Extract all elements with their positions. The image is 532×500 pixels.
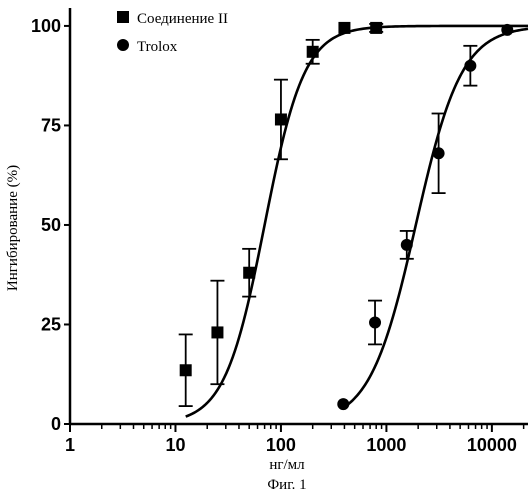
x-tick-label: 100 bbox=[266, 435, 296, 455]
fit-curve-series-1 bbox=[343, 29, 528, 408]
data-point-square bbox=[243, 267, 255, 279]
y-tick-label: 0 bbox=[51, 414, 61, 434]
tick-labels: 0 25 50 75 100 1 10 100 1000 10000 bbox=[31, 16, 517, 455]
legend: Соединение II Trolox bbox=[117, 11, 228, 55]
data-point-square bbox=[180, 364, 192, 376]
legend-circle-marker bbox=[117, 39, 129, 51]
x-tick-label: 10 bbox=[165, 435, 185, 455]
x-tick-label: 1000 bbox=[366, 435, 406, 455]
y-tick-label: 50 bbox=[41, 215, 61, 235]
data-point-circle bbox=[501, 24, 513, 36]
legend-square-marker bbox=[117, 11, 129, 23]
data-point-square bbox=[338, 22, 350, 34]
y-tick-label: 75 bbox=[41, 115, 61, 135]
legend-label-compound-ii: Соединение II bbox=[137, 11, 228, 27]
axes bbox=[64, 8, 528, 432]
y-tick-label: 100 bbox=[31, 16, 61, 36]
legend-label-trolox: Trolox bbox=[137, 39, 178, 55]
data-point-circle bbox=[369, 316, 381, 328]
x-tick-label: 10000 bbox=[467, 435, 517, 455]
data-point-circle bbox=[337, 398, 349, 410]
x-axis-title: нг/мл bbox=[269, 457, 305, 473]
data-point-square bbox=[307, 46, 319, 58]
data-point-square bbox=[275, 113, 287, 125]
data-point-square bbox=[211, 326, 223, 338]
data-point-square bbox=[370, 22, 382, 34]
y-axis-title: Ингибирование (%) bbox=[5, 165, 21, 291]
data-markers bbox=[180, 22, 514, 410]
data-point-circle bbox=[433, 147, 445, 159]
fit-curve-series-0 bbox=[186, 26, 528, 417]
error-bars bbox=[179, 24, 478, 406]
figure-caption: Фиг. 1 bbox=[267, 477, 306, 493]
x-tick-label: 1 bbox=[65, 435, 75, 455]
fit-curves bbox=[186, 26, 528, 417]
data-point-circle bbox=[401, 239, 413, 251]
data-point-circle bbox=[464, 60, 476, 72]
y-tick-label: 25 bbox=[41, 314, 61, 334]
